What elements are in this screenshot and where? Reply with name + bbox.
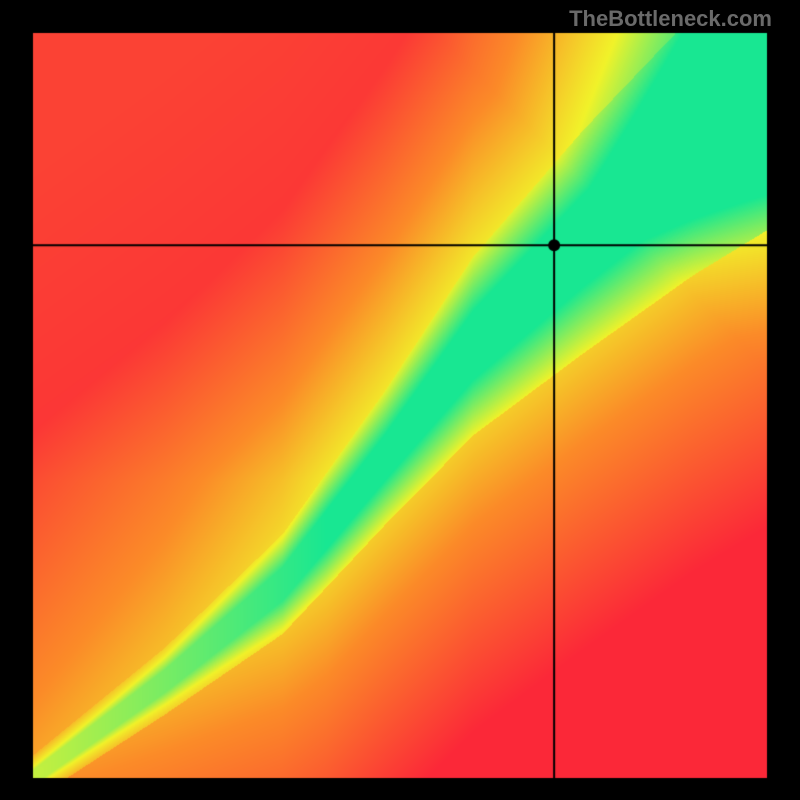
bottleneck-heatmap bbox=[0, 0, 800, 800]
watermark-text: TheBottleneck.com bbox=[569, 6, 772, 32]
